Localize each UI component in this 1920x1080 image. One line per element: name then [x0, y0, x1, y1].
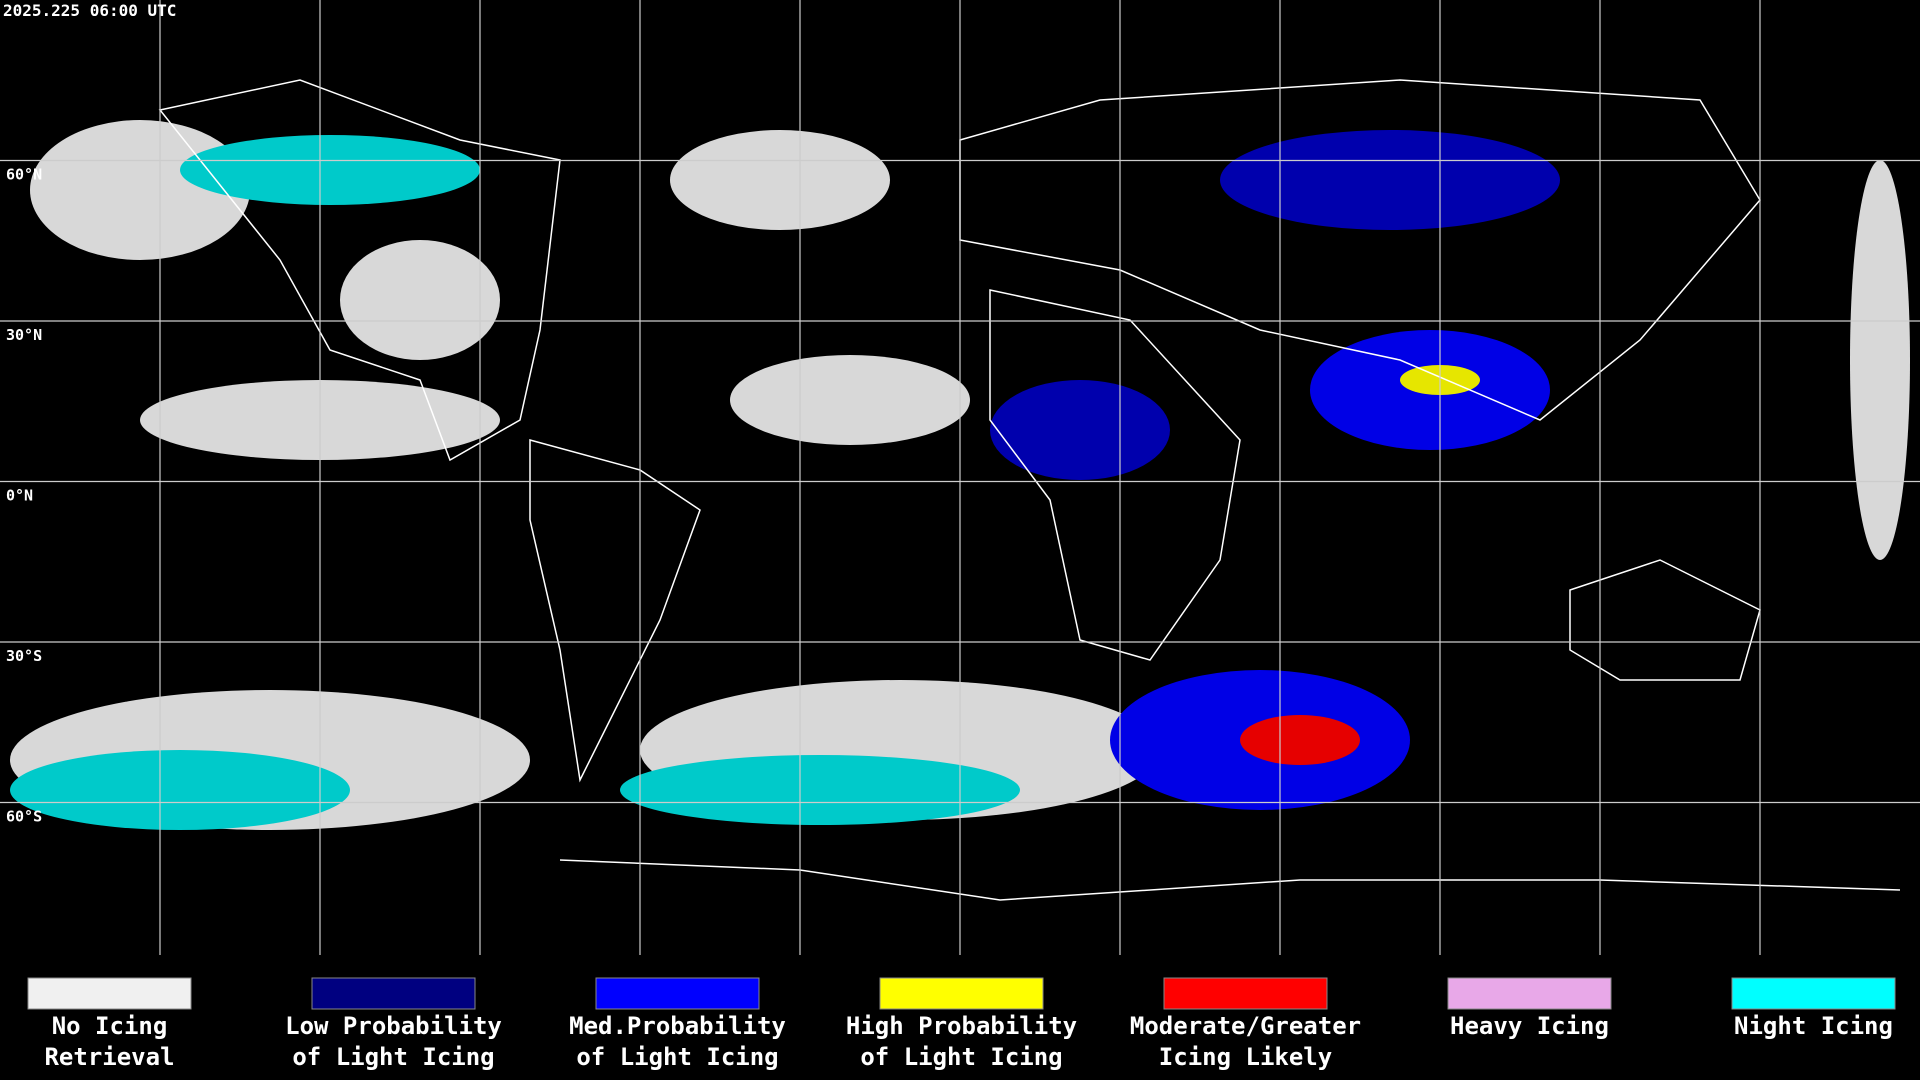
- legend-label: Low Probability: [285, 1012, 502, 1040]
- lat-label: 30°N: [6, 326, 42, 344]
- cloud-region: [340, 240, 500, 360]
- legend-swatch: [879, 977, 1044, 1010]
- coastlines: [158, 79, 1901, 901]
- legend-item: Night Icing: [1731, 977, 1896, 1040]
- legend-label: of Light Icing: [860, 1043, 1062, 1071]
- cloud-region: [990, 380, 1170, 480]
- cloud-region: [670, 130, 890, 230]
- legend-item: No Icing Retrieval: [27, 977, 192, 1071]
- legend-swatch: [1163, 977, 1328, 1010]
- legend-label: Heavy Icing: [1450, 1012, 1609, 1040]
- coastline: [959, 79, 1761, 421]
- legend-item: Heavy Icing: [1447, 977, 1612, 1040]
- legend: No Icing Retrieval Low Probability of Light…: [27, 977, 1896, 1071]
- coastline: [559, 859, 1901, 901]
- legend-item: High Probability of Light Icing: [846, 977, 1077, 1071]
- cloud-region: [1240, 715, 1360, 765]
- graticule: [0, 0, 1920, 955]
- coastline: [989, 289, 1241, 661]
- timestamp: 2025.225 06:00 UTC: [3, 1, 176, 20]
- legend-swatch: [311, 977, 476, 1010]
- legend-item: Med.Probability of Light Icing: [569, 977, 786, 1071]
- legend-swatch: [1447, 977, 1612, 1010]
- lat-label: 30°S: [6, 647, 42, 665]
- cloud-layer: [10, 120, 1910, 830]
- legend-swatch: [27, 977, 192, 1010]
- map: 60°N 30°N 0°N 30°S 60°S: [0, 0, 1920, 955]
- cloud-region: [1220, 130, 1560, 230]
- legend-label: of Light Icing: [576, 1043, 778, 1071]
- legend-label: No Icing: [52, 1012, 168, 1040]
- legend-label: of Light Icing: [292, 1043, 494, 1071]
- legend-item: Moderate/Greater Icing Likely: [1130, 977, 1361, 1071]
- lat-labels: 60°N 30°N 0°N 30°S 60°S: [6, 166, 42, 826]
- legend-swatch: [1731, 977, 1896, 1010]
- lat-label: 0°N: [6, 487, 33, 505]
- legend-label: Retrieval: [44, 1043, 174, 1071]
- coastline: [158, 79, 561, 462]
- cloud-region: [730, 355, 970, 445]
- cloud-region: [620, 755, 1020, 825]
- legend-label: Med.Probability: [569, 1012, 786, 1040]
- cloud-region: [10, 750, 350, 830]
- legend-swatch: [595, 977, 760, 1010]
- coastline: [529, 439, 701, 783]
- legend-label: Moderate/Greater: [1130, 1012, 1361, 1040]
- cloud-region: [1850, 160, 1910, 560]
- legend-label: Night Icing: [1734, 1012, 1893, 1040]
- legend-item: Low Probability of Light Icing: [285, 977, 502, 1071]
- cloud-region: [180, 135, 480, 205]
- lat-label: 60°N: [6, 166, 42, 184]
- coastline: [1569, 559, 1761, 681]
- lat-label: 60°S: [6, 808, 42, 826]
- legend-label: High Probability: [846, 1012, 1077, 1040]
- legend-label: Icing Likely: [1159, 1043, 1332, 1071]
